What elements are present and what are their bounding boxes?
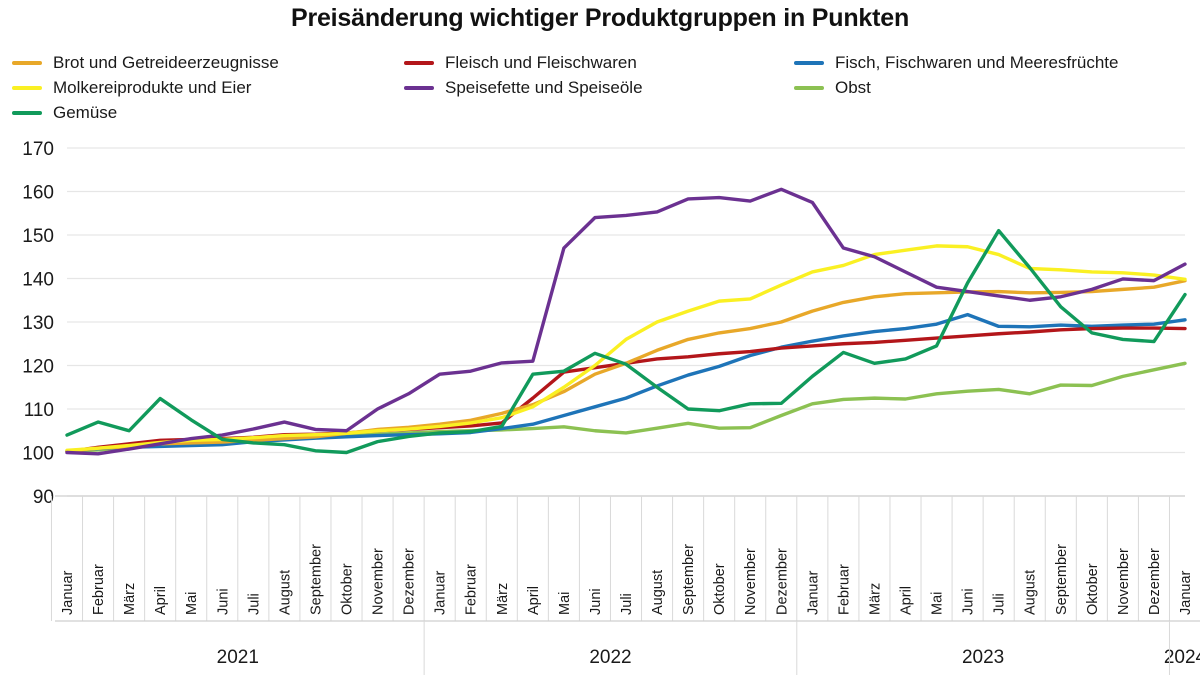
legend-item-label: Brot und Getreideerzeugnisse (53, 52, 279, 72)
y-axis-tick-label: 100 (22, 444, 54, 465)
x-axis-month-label: September (308, 544, 324, 615)
y-axis-tick-label: 150 (22, 226, 54, 247)
y-axis-tick-label: 130 (22, 313, 54, 334)
x-axis-month-label: Januar (60, 570, 76, 615)
x-axis-month-label: Juli (246, 593, 262, 615)
y-axis-tick-label: 160 (22, 183, 54, 204)
x-axis-month-label: August (650, 570, 666, 615)
x-axis-month-label: August (277, 570, 293, 615)
legend-item-label: Speisefette und Speiseöle (445, 77, 643, 97)
y-axis-tick-label: 140 (22, 270, 54, 291)
series-line (65, 244, 1187, 453)
legend-item-label: Gemüse (53, 102, 118, 122)
series-line (65, 312, 1187, 453)
x-axis-month-label: Dezember (402, 548, 418, 615)
y-axis-tick-label: 110 (24, 400, 54, 421)
chart-title: Preisänderung wichtiger Produktgruppen i… (290, 4, 910, 32)
x-axis-month-label: Mai (557, 592, 573, 615)
x-axis-month-label: September (681, 544, 697, 615)
x-axis-year-label: 2022 (589, 647, 631, 668)
legend-item[interactable]: Speisefette und Speiseöle (404, 75, 794, 100)
x-axis-tick-band (50, 495, 1200, 622)
plot-area: 90 100 110 120 130 140 150 160 170 Januar Februar… (0, 130, 1200, 675)
legend-color-swatch-icon (794, 85, 824, 90)
x-axis-month-label: Januar (1178, 570, 1194, 615)
gridlines-group (67, 147, 1185, 497)
plot-svg: 90 100 110 120 130 140 150 160 170 Januar Februar… (22, 139, 1200, 675)
series-line (65, 187, 1187, 456)
x-axis-month-label: Mai (930, 592, 946, 615)
x-axis-month-label: Oktober (712, 563, 728, 615)
chart-legend: Brot und Getreideerzeugnisse Fleisch und … (12, 50, 1200, 125)
x-axis-month-label: November (1116, 548, 1132, 615)
series-lines-group (65, 187, 1187, 456)
x-axis-month-label: Oktober (340, 563, 356, 615)
legend-item-label: Obst (835, 77, 871, 97)
x-axis-month-label: März (495, 583, 511, 615)
legend-item-label: Fleisch und Fleischwaren (445, 52, 637, 72)
x-axis-month-label: April (526, 586, 542, 615)
x-axis-year-label: 2023 (962, 647, 1004, 668)
x-axis-year-label: 2024 (1164, 647, 1200, 668)
legend-item[interactable]: Fleisch und Fleischwaren (404, 50, 794, 75)
x-axis-year-label: 2021 (217, 647, 259, 668)
x-axis-month-label: Februar (91, 564, 107, 615)
legend-item[interactable]: Molkereiprodukte und Eier (12, 75, 404, 100)
x-axis-month-label: Juli (619, 593, 635, 615)
x-axis-labels-group: Januar Februar März April Mai Juni Juli August S… (60, 544, 1194, 615)
x-axis-month-label: Juli (992, 593, 1008, 615)
y-axis-tick-label: 120 (22, 357, 54, 378)
x-axis-month-label: Februar (464, 564, 480, 615)
x-axis-month-label: Juni (215, 588, 231, 615)
legend-color-swatch-icon (12, 60, 42, 65)
x-axis-month-label: März (122, 583, 138, 615)
legend-color-swatch-icon (12, 110, 42, 115)
x-axis-month-label: Februar (836, 564, 852, 615)
legend-color-swatch-icon (12, 85, 42, 90)
y-axis-tick-label: 90 (33, 487, 54, 508)
legend-color-swatch-icon (794, 60, 824, 65)
x-axis-month-label: März (867, 583, 883, 615)
x-axis-month-label: Oktober (1085, 563, 1101, 615)
x-axis-month-label: Juni (588, 588, 604, 615)
x-axis-month-label: April (153, 586, 169, 615)
y-axis-labels-group: 90 100 110 120 130 140 150 160 170 (22, 139, 54, 508)
legend-item[interactable]: Brot und Getreideerzeugnisse (12, 50, 404, 75)
year-group-labels: 2021 2022 2023 2024 (217, 621, 1200, 675)
x-axis-month-label: Mai (184, 592, 200, 615)
x-axis-month-label: August (1023, 570, 1039, 615)
series-line (65, 228, 1187, 455)
legend-item[interactable]: Gemüse (12, 100, 404, 125)
x-axis-month-label: November (743, 548, 759, 615)
y-axis-tick-label: 170 (22, 139, 54, 160)
x-axis-month-label: Dezember (1147, 548, 1163, 615)
x-axis-month-label: September (1054, 544, 1070, 615)
legend-item[interactable]: Fisch, Fischwaren und Meeresfrüchte (794, 50, 1194, 75)
legend-color-swatch-icon (404, 60, 434, 65)
legend-color-swatch-icon (404, 85, 434, 90)
legend-item-label: Fisch, Fischwaren und Meeresfrüchte (835, 52, 1119, 72)
x-axis-month-label: Januar (433, 570, 449, 615)
x-axis-month-label: Januar (805, 570, 821, 615)
x-axis-month-label: Dezember (774, 548, 790, 615)
x-axis-month-label: Juni (961, 588, 977, 615)
x-axis-month-label: November (371, 548, 387, 615)
legend-item-label: Molkereiprodukte und Eier (53, 77, 252, 97)
x-axis-month-label: April (899, 586, 915, 615)
legend-item[interactable]: Obst (794, 75, 1194, 100)
